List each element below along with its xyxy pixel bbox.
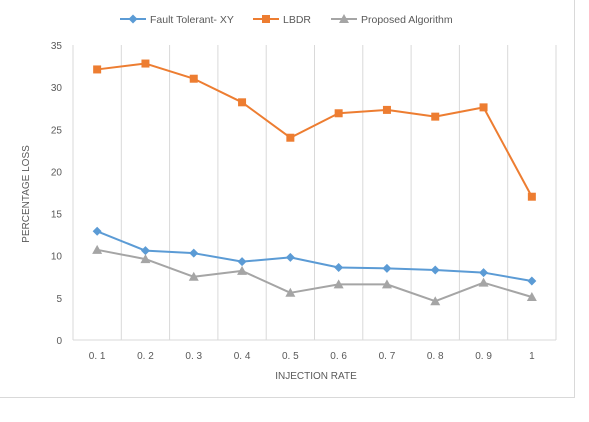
chart-gridlines — [72, 45, 557, 341]
legend-item: Proposed Algorithm — [331, 14, 453, 26]
data-point — [140, 246, 150, 256]
x-tick-label: 1 — [529, 351, 535, 362]
x-axis-label: INJECTION RATE — [275, 371, 357, 382]
x-tick-label: 0. 7 — [379, 351, 396, 362]
data-point — [285, 287, 296, 297]
legend-item: Fault Tolerant- XY — [120, 14, 234, 26]
data-point — [526, 292, 537, 302]
x-tick-label: 0. 1 — [89, 351, 106, 362]
x-tick-label: 0. 4 — [234, 351, 251, 362]
y-tick-label: 15 — [51, 210, 63, 221]
data-point — [333, 279, 344, 289]
data-point — [92, 244, 103, 254]
data-point — [93, 65, 102, 74]
legend-marker — [262, 15, 270, 23]
y-tick-label: 5 — [56, 294, 62, 305]
data-point — [188, 271, 199, 281]
y-tick-label: 30 — [51, 83, 63, 94]
data-point — [430, 265, 440, 275]
y-tick-label: 0 — [56, 336, 62, 347]
data-point — [286, 133, 295, 142]
data-point — [478, 277, 489, 287]
series-diamond — [92, 226, 537, 286]
data-point — [479, 268, 489, 278]
chart-series — [92, 59, 537, 306]
chart-legend: Fault Tolerant- XY LBDR Proposed Algorithm — [120, 14, 453, 26]
x-tick-label: 0. 9 — [475, 351, 492, 362]
series-line — [97, 62, 533, 198]
y-axis-ticks: 0 5 10 15 20 25 30 35 — [51, 41, 63, 347]
data-point — [189, 74, 198, 83]
y-tick-label: 35 — [51, 41, 63, 52]
legend-marker — [339, 14, 349, 23]
x-tick-label: 0. 6 — [330, 351, 347, 362]
y-tick-label: 20 — [51, 167, 63, 178]
y-tick-label: 25 — [51, 125, 63, 136]
x-tick-label: 0. 8 — [427, 351, 444, 362]
data-point — [92, 226, 102, 236]
y-axis-label: PERCENTAGE LOSS — [21, 145, 32, 243]
x-tick-label: 0. 5 — [282, 351, 299, 362]
x-axis-ticks: 0. 1 0. 2 0. 3 0. 4 0. 5 0. 6 0. 7 0. 8 0. 9 1 — [89, 351, 535, 362]
data-point — [237, 257, 247, 267]
legend-item: LBDR — [253, 14, 311, 26]
legend-label: LBDR — [283, 14, 311, 26]
data-point — [238, 98, 247, 107]
series-line — [96, 230, 533, 282]
data-point — [334, 263, 344, 273]
y-tick-label: 10 — [51, 252, 63, 263]
data-point — [527, 276, 537, 286]
data-point — [431, 112, 440, 121]
series-square — [93, 59, 536, 201]
data-point — [334, 109, 343, 118]
data-point — [285, 252, 295, 262]
data-point — [382, 263, 392, 273]
data-point — [189, 248, 199, 258]
data-point — [237, 265, 248, 275]
data-point — [381, 279, 392, 289]
data-point — [382, 105, 391, 114]
legend-marker — [128, 14, 138, 24]
data-point — [527, 192, 536, 201]
legend-label: Proposed Algorithm — [361, 14, 453, 26]
chart-frame — [0, 0, 575, 398]
x-tick-label: 0. 2 — [137, 351, 154, 362]
data-point — [479, 103, 488, 112]
legend-label: Fault Tolerant- XY — [150, 14, 234, 26]
data-point — [430, 296, 441, 306]
data-point — [141, 59, 150, 68]
series-triangle — [92, 244, 537, 306]
data-point — [140, 254, 151, 264]
x-tick-label: 0. 3 — [185, 351, 202, 362]
series-line — [96, 248, 533, 303]
